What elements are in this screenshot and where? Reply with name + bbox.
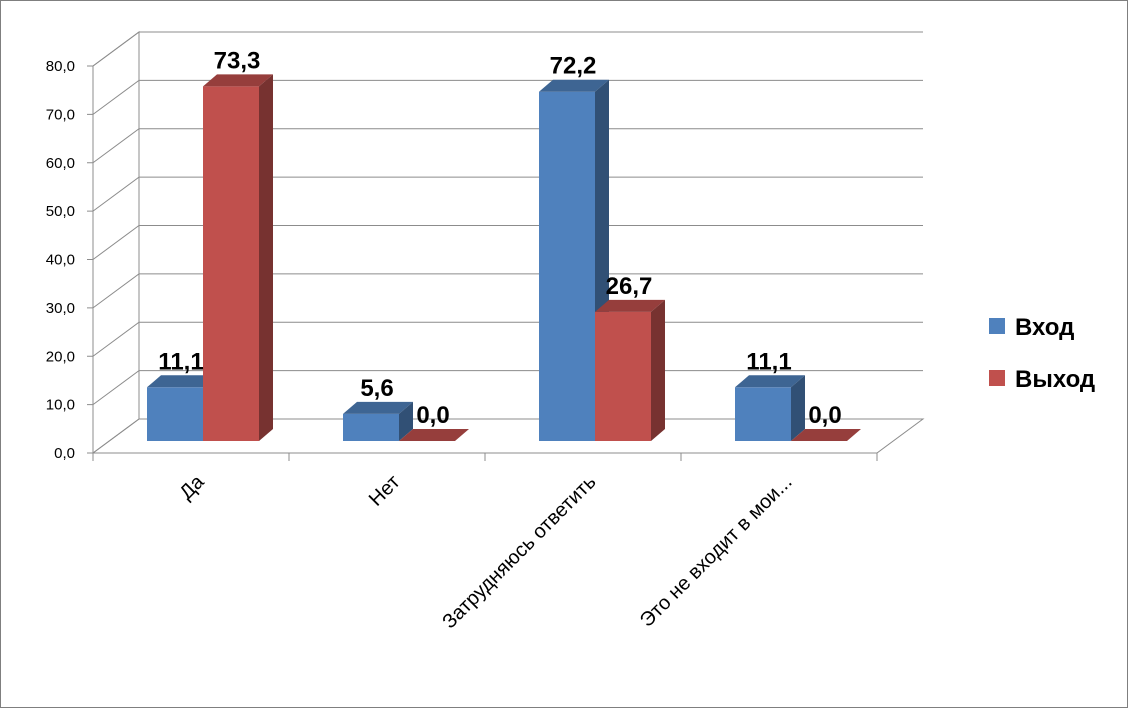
bars xyxy=(147,74,861,442)
data-label: 72,2 xyxy=(550,53,597,80)
y-tick-label: 40,0 xyxy=(46,252,75,269)
bar-front xyxy=(147,387,203,441)
bar-side xyxy=(399,401,413,441)
bar xyxy=(735,375,805,441)
bar-front xyxy=(539,91,595,442)
legend-swatch xyxy=(989,318,1005,334)
category-label: Это не входит в мои... xyxy=(636,471,797,632)
y-tick-label: 10,0 xyxy=(46,397,75,414)
bar-top xyxy=(399,429,469,441)
y-tick-label: 50,0 xyxy=(46,203,75,220)
bar-top xyxy=(595,299,665,312)
y-tick-label: 60,0 xyxy=(46,155,75,172)
data-label: 0,0 xyxy=(416,402,449,429)
gridline xyxy=(92,79,923,115)
bar-front xyxy=(203,86,259,441)
bar-top xyxy=(539,79,609,92)
legend-item: Выход xyxy=(989,366,1095,393)
bar-side xyxy=(651,299,665,441)
data-label: 5,6 xyxy=(360,375,393,402)
bar-top xyxy=(147,375,217,388)
y-tick-label: 80,0 xyxy=(46,58,75,75)
bar-side xyxy=(791,375,805,441)
legend-item: Вход xyxy=(989,314,1074,341)
bar xyxy=(399,429,469,442)
data-labels: 11,1 73,3 5,6 0,0 72,2 26,7 11,1 0,0 xyxy=(158,47,841,429)
data-label: 26,7 xyxy=(606,273,653,300)
y-tick-label: 0,0 xyxy=(54,445,75,462)
bar-top xyxy=(343,401,413,414)
gridline xyxy=(92,176,923,212)
data-label: 0,0 xyxy=(808,402,841,429)
category-label: Да xyxy=(176,470,210,504)
y-tick-label: 30,0 xyxy=(46,300,75,317)
bar-front xyxy=(735,387,791,441)
data-label: 11,1 xyxy=(746,348,791,375)
data-label: 73,3 xyxy=(214,47,261,74)
legend: Вход Выход xyxy=(989,314,1095,393)
category-label: Нет xyxy=(365,471,405,511)
bar-top xyxy=(203,74,273,87)
category-label: Затрудняюсь ответить xyxy=(438,471,600,633)
bar-side xyxy=(259,74,273,441)
floor xyxy=(91,418,925,454)
axes: 0,0 10,0 20,0 30,0 40,0 50,0 60,0 70,0 80,0 Да Нет… xyxy=(46,58,878,633)
gridline xyxy=(92,225,923,260)
legend-label: Выход xyxy=(1015,366,1095,393)
bar xyxy=(791,429,861,442)
gridline xyxy=(92,128,923,164)
bar-top xyxy=(735,375,805,388)
legend-swatch xyxy=(989,370,1005,386)
legend-label: Вход xyxy=(1015,314,1074,341)
gridlines xyxy=(92,31,923,406)
data-label: 11,1 xyxy=(158,348,203,375)
y-tick-label: 20,0 xyxy=(46,348,75,365)
gridline xyxy=(92,273,923,309)
bar xyxy=(343,401,413,441)
bar-front xyxy=(343,413,399,441)
bar-front xyxy=(595,311,651,441)
bar xyxy=(595,299,665,441)
gridline xyxy=(92,31,923,67)
y-tick-label: 70,0 xyxy=(46,106,75,123)
bar-top xyxy=(791,429,861,441)
bar xyxy=(203,74,273,441)
